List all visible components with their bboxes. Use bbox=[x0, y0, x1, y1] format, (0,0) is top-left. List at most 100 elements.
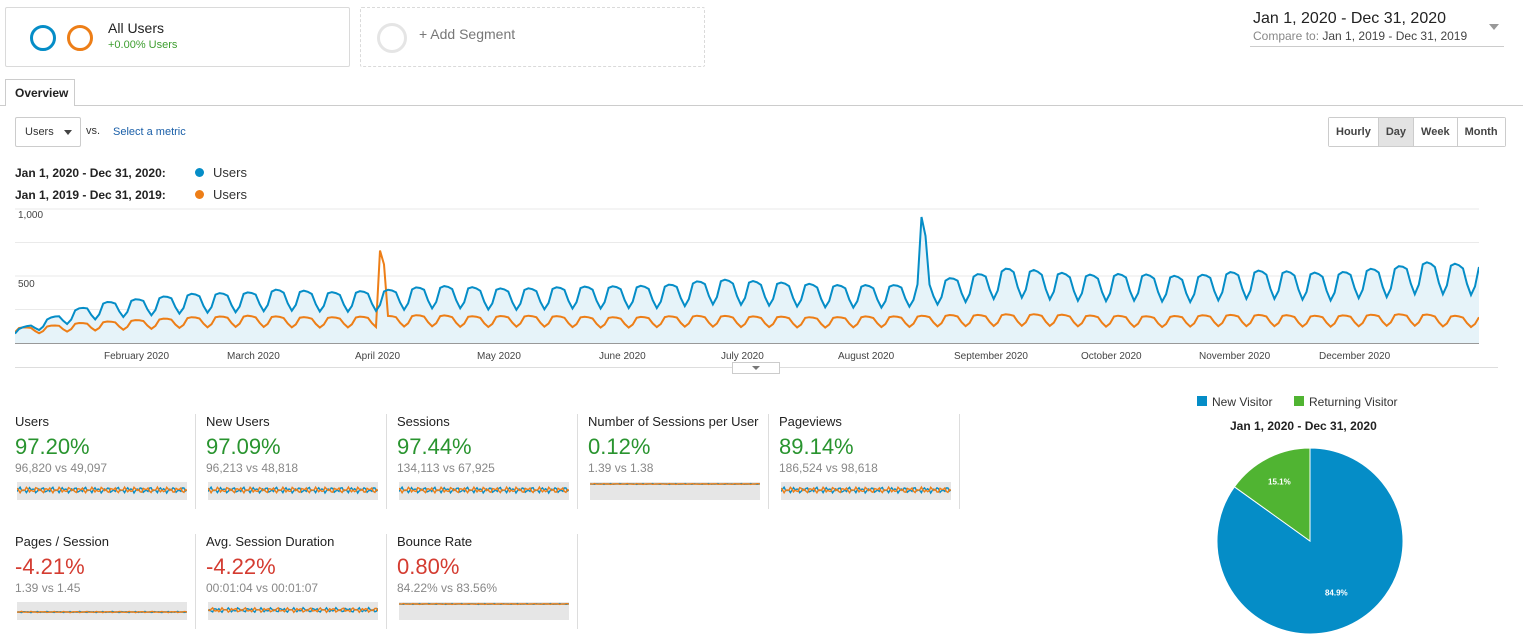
metric-compare: 1.39 vs 1.45 bbox=[15, 581, 81, 595]
add-segment-label: + Add Segment bbox=[419, 26, 516, 42]
legend-row-2019: Jan 1, 2019 - Dec 31, 2019: bbox=[15, 188, 166, 202]
date-range-underline bbox=[1250, 46, 1504, 47]
metric-compare: 00:01:04 vs 00:01:07 bbox=[206, 581, 319, 595]
users-line-chart[interactable] bbox=[15, 205, 1479, 347]
metric-tile-pages-per-session[interactable]: Pages / Session -4.21% 1.39 vs 1.45 bbox=[15, 534, 205, 629]
pie-slice-label: 15.1% bbox=[1268, 477, 1291, 486]
sparkline-series-2019 bbox=[590, 482, 760, 486]
add-segment-button[interactable]: + Add Segment bbox=[360, 7, 705, 67]
metric-compare: 96,213 vs 48,818 bbox=[206, 461, 299, 475]
tile-divider bbox=[195, 534, 196, 629]
sparkline-series-2019 bbox=[399, 602, 569, 606]
date-range-picker[interactable]: Jan 1, 2020 - Dec 31, 2020 bbox=[1253, 10, 1447, 27]
y-tick-500: 500 bbox=[18, 279, 35, 290]
tile-divider bbox=[386, 414, 387, 509]
metric-compare: 1.39 vs 1.38 bbox=[588, 461, 654, 475]
metric-change: 97.09% bbox=[206, 434, 281, 459]
empty-segment-ring-icon bbox=[377, 23, 407, 53]
legend-row-2020: Jan 1, 2020 - Dec 31, 2020: bbox=[15, 166, 166, 180]
segment-all-users[interactable]: All Users +0.00% Users bbox=[5, 7, 350, 67]
x-tick-label: March 2020 bbox=[227, 351, 280, 362]
metric-name: Avg. Session Duration bbox=[206, 534, 335, 549]
metric-change: -4.21% bbox=[15, 554, 85, 579]
period-day-button[interactable]: Day bbox=[1378, 118, 1415, 146]
metric-sparkline bbox=[17, 482, 187, 500]
metric-sparkline bbox=[17, 602, 187, 620]
date-range-dropdown-icon[interactable] bbox=[1489, 24, 1499, 30]
period-month-button[interactable]: Month bbox=[1457, 118, 1505, 146]
metric-tile-sessions-per-user[interactable]: Number of Sessions per User 0.12% 1.39 v… bbox=[588, 414, 778, 509]
metric-sparkline bbox=[590, 482, 760, 500]
compare-label: Compare to: bbox=[1253, 29, 1320, 43]
legend-metric-2019: Users bbox=[213, 187, 247, 202]
metric-tile-bounce-rate[interactable]: Bounce Rate 0.80% 84.22% vs 83.56% bbox=[397, 534, 587, 629]
metric-name: Bounce Rate bbox=[397, 534, 473, 549]
tile-divider bbox=[577, 414, 578, 509]
visitor-type-pie-chart[interactable]: 84.9% 15.1% bbox=[1215, 446, 1405, 636]
vs-label: vs. bbox=[86, 125, 101, 137]
pie-slice-returning-visitor[interactable] bbox=[1233, 447, 1311, 542]
metric-name: Users bbox=[15, 414, 49, 429]
series-area-2020 bbox=[15, 217, 1479, 343]
metric-change: 89.14% bbox=[779, 434, 854, 459]
metric-sparkline bbox=[399, 602, 569, 620]
x-tick-label: October 2020 bbox=[1081, 351, 1142, 362]
x-tick-label: September 2020 bbox=[954, 351, 1028, 362]
legend-range-2019: Jan 1, 2019 - Dec 31, 2019: bbox=[15, 188, 166, 202]
tile-divider bbox=[577, 534, 578, 629]
metric-change: 97.20% bbox=[15, 434, 90, 459]
metric-sparkline bbox=[399, 482, 569, 500]
x-tick-label: May 2020 bbox=[477, 351, 521, 362]
compare-range: Compare to: Jan 1, 2019 - Dec 31, 2019 bbox=[1253, 29, 1467, 43]
select-metric-link[interactable]: Select a metric bbox=[113, 126, 186, 138]
period-hourly-button[interactable]: Hourly bbox=[1329, 118, 1379, 146]
segment-blue-ring-icon bbox=[30, 25, 56, 51]
sparkline-series-2019 bbox=[399, 485, 569, 495]
x-tick-label: April 2020 bbox=[355, 351, 401, 362]
metric-compare: 84.22% vs 83.56% bbox=[397, 581, 498, 595]
segment-subtitle: +0.00% Users bbox=[108, 39, 178, 51]
metric-name: Pages / Session bbox=[15, 534, 109, 549]
legend-metric-2020: Users bbox=[213, 165, 247, 180]
metric-tile-new-users[interactable]: New Users 97.09% 96,213 vs 48,818 bbox=[206, 414, 396, 509]
metric-tile-users[interactable]: Users 97.20% 96,820 vs 49,097 bbox=[15, 414, 205, 509]
sparkline-series-2019 bbox=[17, 485, 187, 495]
tile-divider bbox=[195, 414, 196, 509]
metric-tile-sessions[interactable]: Sessions 97.44% 134,113 vs 67,925 bbox=[397, 414, 587, 509]
pie-legend-returning-visitor[interactable]: Returning Visitor bbox=[1309, 395, 1398, 409]
metric-tile-avg-session-duration[interactable]: Avg. Session Duration -4.22% 00:01:04 vs… bbox=[206, 534, 396, 629]
tab-overview[interactable]: Overview bbox=[5, 79, 75, 106]
x-tick-label: August 2020 bbox=[838, 351, 895, 362]
caret-down-icon bbox=[752, 366, 760, 370]
sparkline-series-2019 bbox=[208, 606, 378, 614]
metric-change: 0.80% bbox=[397, 554, 460, 579]
x-tick-label: June 2020 bbox=[599, 351, 646, 362]
metric-selector[interactable]: Users bbox=[15, 117, 81, 147]
sparkline-series-2019 bbox=[17, 610, 187, 614]
legend-range-2020: Jan 1, 2020 - Dec 31, 2020: bbox=[15, 166, 166, 180]
sparkline-series-2019 bbox=[781, 485, 951, 495]
tile-divider bbox=[386, 534, 387, 629]
chart-collapse-handle[interactable] bbox=[732, 362, 780, 374]
legend-dot-blue-icon bbox=[195, 168, 204, 177]
y-tick-1000: 1,000 bbox=[18, 210, 44, 221]
x-tick-label: December 2020 bbox=[1319, 351, 1391, 362]
x-tick-label: November 2020 bbox=[1199, 351, 1271, 362]
compare-range-value: Jan 1, 2019 - Dec 31, 2019 bbox=[1322, 29, 1468, 43]
metric-sparkline bbox=[208, 602, 378, 620]
metric-selector-value: Users bbox=[25, 126, 54, 138]
metric-name: Number of Sessions per User bbox=[588, 414, 759, 429]
segment-title: All Users bbox=[108, 20, 165, 36]
metric-change: 97.44% bbox=[397, 434, 472, 459]
sparkline-bg bbox=[590, 482, 760, 500]
pie-legend-swatch-returning bbox=[1294, 396, 1304, 406]
metric-name: New Users bbox=[206, 414, 270, 429]
pie-legend-new-visitor[interactable]: New Visitor bbox=[1212, 395, 1273, 409]
period-week-button[interactable]: Week bbox=[1414, 118, 1458, 146]
segment-orange-ring-icon bbox=[67, 25, 93, 51]
sparkline-series-2019 bbox=[208, 485, 378, 495]
sparkline-bg bbox=[399, 602, 569, 620]
pie-slice-new-visitor[interactable] bbox=[1216, 447, 1404, 635]
metric-sparkline bbox=[781, 482, 951, 500]
metric-tile-pageviews[interactable]: Pageviews 89.14% 186,524 vs 98,618 bbox=[779, 414, 969, 509]
